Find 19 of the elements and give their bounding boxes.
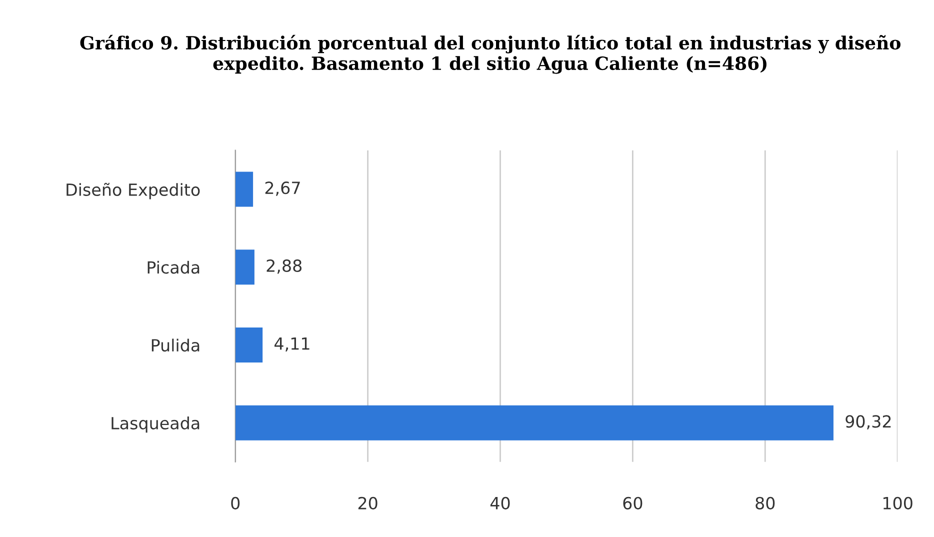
bar [235, 250, 254, 285]
x-tick-label: 40 [490, 496, 510, 510]
x-tick-label: 100 [884, 496, 912, 510]
x-tick-label: 80 [756, 496, 775, 510]
y-tick-label: Pulida [152, 338, 200, 352]
data-label: 90,32 [846, 415, 891, 430]
data-label: 2,67 [265, 182, 300, 196]
chart-title: Gráfico 9. Distribución porcentual del conjunto lítico total en industrias y diseño expedito. Basamento 1 del sitio Agua Caliente (n=486) [80, 34, 900, 74]
x-tick-label: 60 [623, 496, 642, 510]
x-tick-label: 20 [358, 496, 378, 510]
bar [235, 172, 254, 207]
y-tick-label: Picada [148, 260, 200, 274]
x-tick-label: 0 [231, 496, 240, 510]
bar [235, 328, 263, 363]
data-label: 2,88 [266, 259, 302, 274]
bar [235, 405, 834, 440]
data-label: 4,11 [274, 337, 310, 352]
y-tick-label: Lasqueada [112, 416, 200, 433]
y-tick-label: Diseño Expedito [66, 182, 200, 200]
